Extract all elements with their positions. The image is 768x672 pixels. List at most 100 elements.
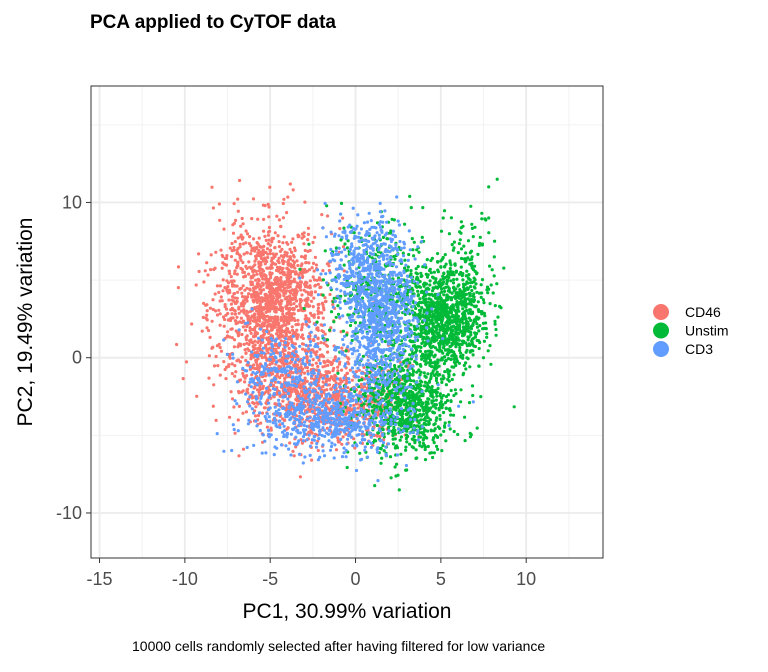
data-point <box>241 325 245 329</box>
data-point <box>229 255 234 259</box>
data-point <box>260 315 264 319</box>
data-point <box>466 276 470 280</box>
data-point <box>248 329 252 333</box>
data-point <box>265 338 269 342</box>
data-point <box>372 386 377 390</box>
data-point <box>387 392 391 396</box>
data-point <box>298 267 302 271</box>
data-point <box>442 429 446 433</box>
data-point <box>271 320 275 324</box>
data-point <box>224 313 228 317</box>
data-point <box>312 338 316 342</box>
data-point <box>321 293 325 297</box>
data-point <box>406 357 410 361</box>
data-point <box>413 359 417 363</box>
data-point <box>262 323 266 328</box>
data-point <box>294 304 299 309</box>
data-point <box>302 234 306 239</box>
data-point <box>228 415 232 419</box>
data-point <box>400 400 404 404</box>
data-point <box>399 452 403 456</box>
data-point <box>396 276 401 280</box>
data-point <box>448 409 452 413</box>
data-point <box>313 255 317 259</box>
data-point <box>463 415 467 419</box>
data-point <box>344 349 348 353</box>
data-point <box>284 305 288 309</box>
data-point <box>224 263 229 267</box>
data-point <box>218 373 222 377</box>
data-point <box>412 424 416 428</box>
data-point <box>336 365 340 369</box>
data-point <box>320 213 324 217</box>
data-point <box>492 255 496 259</box>
data-point <box>289 265 294 269</box>
data-point <box>347 357 351 361</box>
data-point <box>404 445 408 449</box>
data-point <box>251 269 255 273</box>
data-point <box>205 303 209 307</box>
data-point <box>457 291 461 295</box>
data-point <box>269 281 274 285</box>
data-point <box>292 454 296 458</box>
data-point <box>430 389 434 393</box>
data-point <box>329 387 333 391</box>
data-point <box>426 355 430 359</box>
data-point <box>422 335 426 339</box>
data-point <box>470 288 474 293</box>
data-point <box>275 374 279 378</box>
data-point <box>487 231 491 235</box>
data-point <box>223 286 227 290</box>
data-point <box>466 256 470 260</box>
data-point <box>226 330 230 334</box>
data-point <box>414 267 418 271</box>
data-point <box>382 438 386 442</box>
data-point <box>276 279 280 283</box>
data-point <box>397 488 401 492</box>
data-point <box>408 353 412 357</box>
data-point <box>240 267 244 272</box>
data-point <box>352 403 356 407</box>
data-point <box>447 420 451 424</box>
data-point <box>275 299 279 303</box>
data-point <box>282 197 286 201</box>
data-point <box>232 279 236 283</box>
data-point <box>267 347 271 351</box>
data-point <box>280 285 284 289</box>
data-point <box>385 404 390 408</box>
data-point <box>465 280 469 284</box>
data-point <box>307 261 311 265</box>
data-point <box>406 396 410 400</box>
data-point <box>305 281 309 285</box>
data-point <box>175 342 179 347</box>
data-point <box>233 296 237 300</box>
data-point <box>242 342 246 346</box>
data-point <box>384 264 388 268</box>
data-point <box>405 413 409 417</box>
data-point <box>241 389 245 393</box>
data-point <box>434 376 439 380</box>
data-point <box>227 363 231 367</box>
data-point <box>432 436 436 440</box>
data-point <box>444 262 448 266</box>
data-point <box>437 307 441 311</box>
data-point <box>493 239 497 243</box>
data-point <box>370 256 374 260</box>
data-point <box>386 422 391 426</box>
data-point <box>424 362 428 366</box>
data-point <box>417 332 421 336</box>
data-point <box>373 484 377 488</box>
data-point <box>248 326 252 330</box>
data-point <box>270 259 274 263</box>
data-point <box>433 330 437 334</box>
data-point <box>316 306 320 310</box>
data-point <box>423 458 428 462</box>
data-point <box>218 218 222 222</box>
data-point <box>250 217 254 221</box>
data-point <box>419 384 423 388</box>
data-point <box>197 269 201 274</box>
data-point <box>267 205 271 209</box>
data-point <box>278 423 282 427</box>
data-point <box>259 255 263 259</box>
data-point <box>444 383 448 387</box>
